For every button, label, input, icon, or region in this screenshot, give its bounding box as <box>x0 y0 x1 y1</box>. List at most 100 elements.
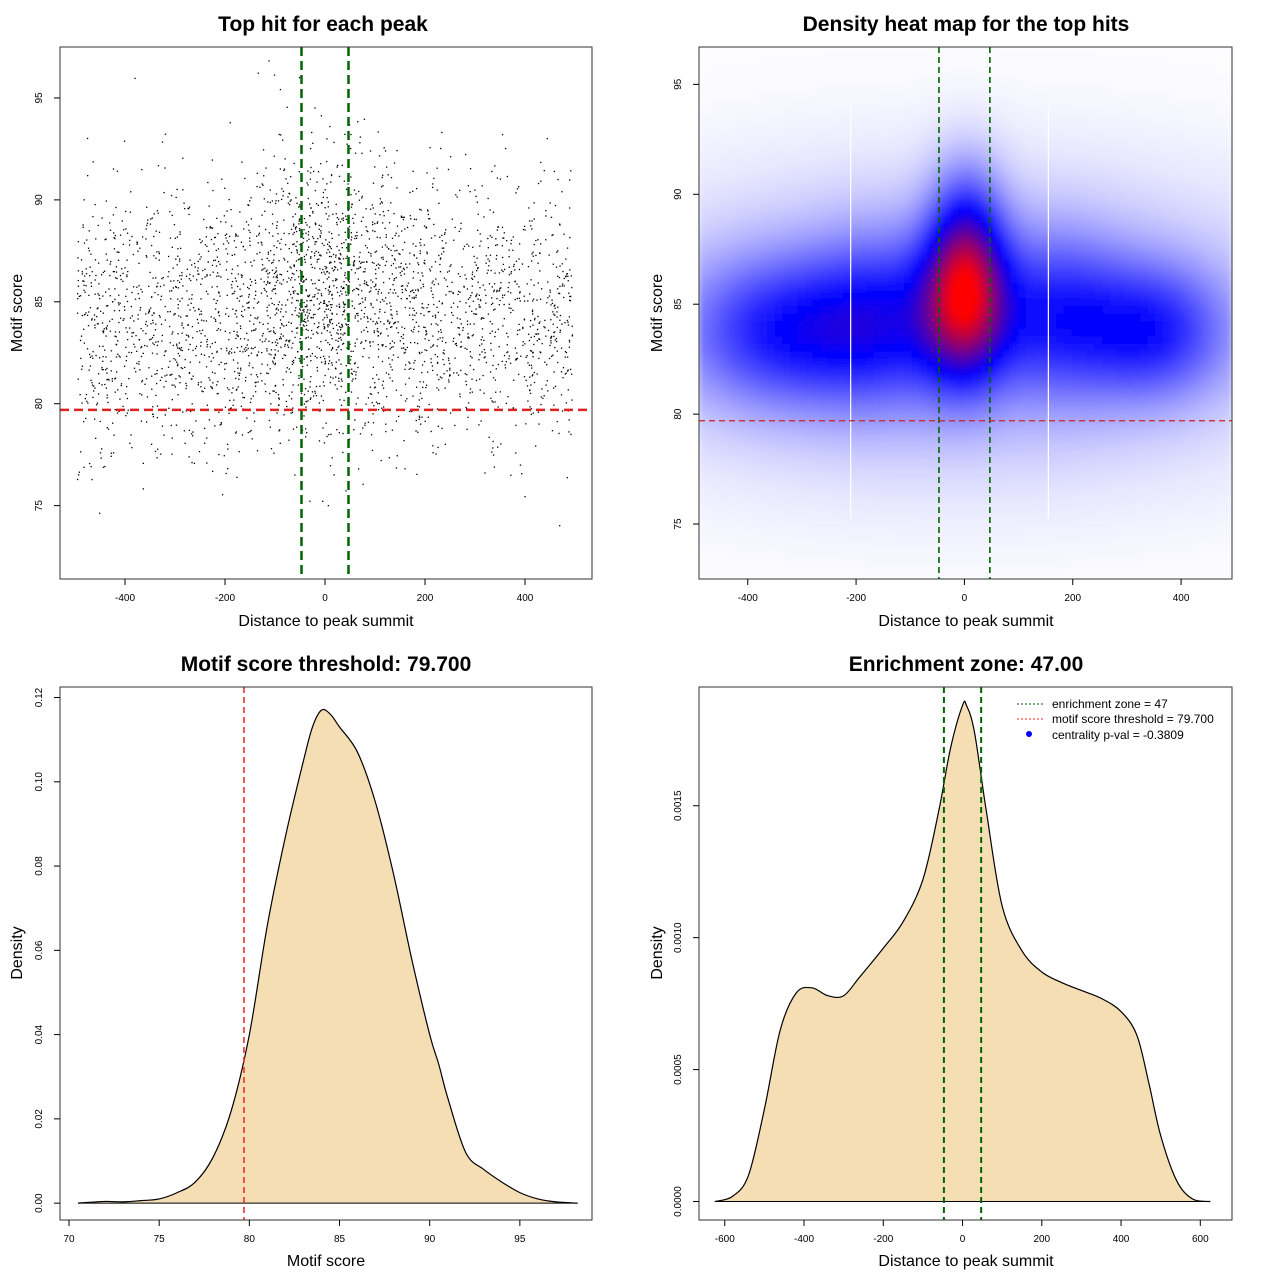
heatmap-cell <box>820 266 829 276</box>
data-point <box>422 307 425 309</box>
data-point <box>522 228 525 231</box>
heatmap-cell <box>751 69 761 78</box>
data-point <box>246 344 249 346</box>
data-point <box>302 237 305 240</box>
data-point <box>174 359 177 361</box>
heatmap-cell <box>850 175 860 185</box>
data-point <box>217 248 220 250</box>
heatmap-cell <box>866 449 875 458</box>
data-point <box>465 406 467 409</box>
heatmap-cell <box>881 403 890 413</box>
data-point <box>176 236 179 238</box>
data-point <box>93 314 96 316</box>
heatmap-cell <box>843 228 852 238</box>
data-point <box>439 376 442 378</box>
data-point <box>127 409 129 411</box>
data-point <box>176 364 179 367</box>
heatmap-cell <box>827 297 837 306</box>
data-point <box>279 242 281 244</box>
heatmap-cell <box>850 266 860 276</box>
data-point <box>276 307 278 309</box>
data-point <box>268 340 270 343</box>
heatmap-cell <box>812 365 822 375</box>
data-point <box>355 193 357 195</box>
heatmap-cell <box>699 358 708 367</box>
data-point <box>532 300 534 302</box>
data-point <box>508 266 510 268</box>
heatmap-cell <box>881 342 890 352</box>
data-point <box>340 385 342 388</box>
data-point <box>517 373 520 376</box>
heatmap-cell <box>728 92 738 101</box>
data-point <box>475 379 478 382</box>
heatmap-cell <box>873 320 883 329</box>
data-point <box>381 344 383 346</box>
data-point <box>540 352 542 354</box>
data-point <box>382 258 384 260</box>
data-point <box>232 387 234 389</box>
data-point <box>393 258 396 260</box>
data-point <box>552 311 554 313</box>
data-point <box>218 411 220 414</box>
heatmap-cell <box>835 183 845 192</box>
data-point <box>141 394 143 396</box>
data-point <box>158 231 161 233</box>
data-point <box>189 259 191 261</box>
heatmap-cell <box>699 479 708 489</box>
data-point <box>330 433 332 436</box>
data-point <box>350 269 353 271</box>
data-point <box>497 446 499 448</box>
data-point <box>428 218 430 220</box>
data-point <box>188 429 191 431</box>
data-point <box>226 261 228 263</box>
heatmap-cell <box>881 494 890 504</box>
data-point <box>197 382 200 384</box>
heatmap-cell <box>835 487 845 496</box>
data-point <box>492 309 495 311</box>
data-point <box>182 327 185 329</box>
heatmap-cell <box>751 244 761 253</box>
data-point <box>150 296 153 298</box>
heatmap-cell <box>850 548 860 557</box>
data-point <box>379 264 381 266</box>
data-point <box>137 293 139 295</box>
data-point <box>353 363 356 365</box>
heatmap-cell <box>767 114 776 124</box>
data-point <box>315 250 317 253</box>
data-point <box>288 247 290 250</box>
heatmap-cell <box>759 198 769 208</box>
data-point <box>292 292 295 294</box>
data-point <box>338 377 340 380</box>
data-point <box>128 377 130 380</box>
data-point <box>287 346 290 348</box>
data-point <box>406 226 409 229</box>
heatmap-cell <box>721 388 730 398</box>
data-point <box>225 221 227 223</box>
data-point <box>510 307 512 310</box>
data-point <box>338 303 340 305</box>
heatmap-cell <box>744 274 753 284</box>
data-point <box>389 288 392 291</box>
heatmap-cell <box>789 198 799 208</box>
data-point <box>441 131 443 134</box>
data-point <box>256 354 259 356</box>
data-point <box>217 260 220 263</box>
heatmap-cell <box>699 228 708 238</box>
data-point <box>186 268 188 270</box>
data-point <box>529 376 531 378</box>
data-point <box>468 245 470 247</box>
heatmap-cell <box>820 358 829 367</box>
heatmap-cell <box>774 251 784 261</box>
data-point <box>309 386 311 388</box>
data-point <box>413 291 415 294</box>
data-point <box>491 170 493 173</box>
data-point <box>376 328 379 330</box>
heatmap-cell <box>736 122 746 132</box>
data-point <box>303 308 305 311</box>
heatmap-cell <box>774 190 784 200</box>
data-point <box>488 436 490 438</box>
data-point <box>561 285 563 287</box>
data-point <box>556 251 558 253</box>
data-point <box>412 190 414 192</box>
data-point <box>425 226 427 228</box>
